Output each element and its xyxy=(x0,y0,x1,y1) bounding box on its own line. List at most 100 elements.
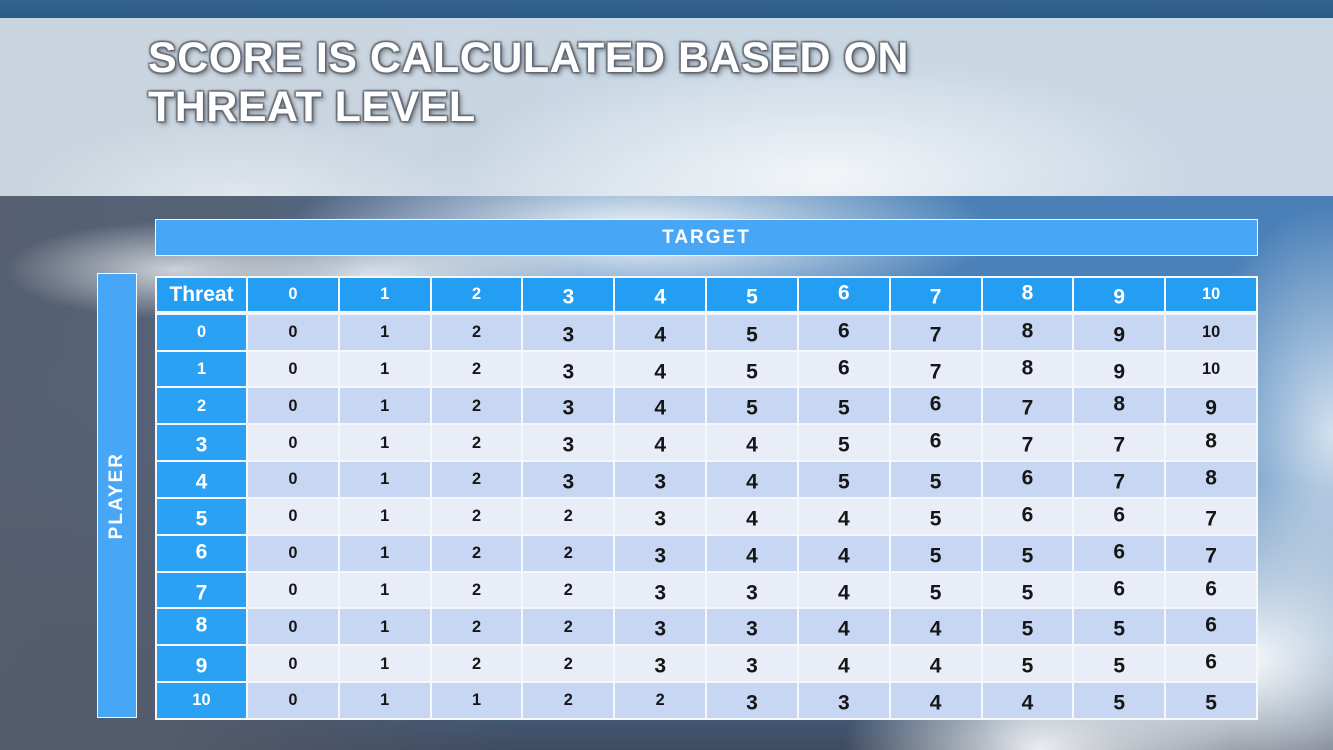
score-cell: 6 xyxy=(890,425,981,461)
score-cell: 7 xyxy=(1166,498,1256,534)
score-cell: 6 xyxy=(1166,646,1256,682)
score-cell: 4 xyxy=(615,351,706,387)
score-cell: 1 xyxy=(339,535,430,571)
score-cell: 8 xyxy=(982,314,1073,350)
score-cell: 0 xyxy=(248,425,338,461)
row-header-cell: 0 xyxy=(157,314,246,350)
score-cell: 0 xyxy=(248,314,338,350)
score-cell: 4 xyxy=(982,683,1073,718)
row-header-cell: 5 xyxy=(157,498,246,534)
score-cell: 2 xyxy=(523,572,614,608)
row-header-cell: 3 xyxy=(157,425,246,461)
score-cell: 3 xyxy=(707,572,797,608)
score-cell: 5 xyxy=(890,535,981,571)
target-axis-label: TARGET xyxy=(662,226,751,248)
row-header-cell: 9 xyxy=(157,646,246,682)
score-cell: 4 xyxy=(798,572,889,608)
score-cell: 2 xyxy=(523,535,614,571)
row-header-cell: 7 xyxy=(157,572,246,608)
column-header-cell: 0 xyxy=(248,278,338,313)
score-cell: 0 xyxy=(248,388,338,424)
score-cell: 1 xyxy=(339,388,430,424)
score-cell: 4 xyxy=(615,425,706,461)
score-cell: 4 xyxy=(707,498,797,534)
score-cell: 7 xyxy=(1074,425,1165,461)
row-header-cell: 1 xyxy=(157,351,246,387)
score-cell: 3 xyxy=(615,609,706,645)
score-cell: 5 xyxy=(890,462,981,497)
score-cell: 6 xyxy=(982,498,1073,534)
score-cell: 9 xyxy=(1074,314,1165,350)
score-cell: 5 xyxy=(890,498,981,534)
column-header-cell: 3 xyxy=(523,278,614,313)
column-header-cell: 5 xyxy=(707,278,797,313)
score-cell: 3 xyxy=(707,646,797,682)
target-axis-bar: TARGET xyxy=(155,219,1258,256)
score-cell: 5 xyxy=(1074,646,1165,682)
score-cell: 1 xyxy=(339,646,430,682)
score-cell: 1 xyxy=(339,572,430,608)
score-cell: 1 xyxy=(339,498,430,534)
score-cell: 6 xyxy=(1074,535,1165,571)
score-cell: 5 xyxy=(982,646,1073,682)
score-cell: 4 xyxy=(890,609,981,645)
score-cell: 5 xyxy=(982,609,1073,645)
score-cell: 3 xyxy=(523,388,614,424)
score-cell: 5 xyxy=(798,425,889,461)
score-cell: 4 xyxy=(615,314,706,350)
slide-title-line1: SCORE IS CALCULATED BASED ON xyxy=(148,34,909,82)
score-cell: 4 xyxy=(707,462,797,497)
score-matrix-table: Threat 0 1 2 3 4 5 6 7 8 9 1 0 0 0 1 2 3 4 5 6 7 8 9 1 0 1 0 1 2 3 4 5 6 7… xyxy=(155,276,1258,720)
score-cell: 8 xyxy=(982,351,1073,387)
score-cell: 6 xyxy=(798,314,889,350)
score-cell: 2 xyxy=(431,535,522,571)
score-cell: 5 xyxy=(1074,683,1165,718)
column-header-cell: 7 xyxy=(890,278,981,313)
score-cell: 4 xyxy=(890,646,981,682)
score-cell: 7 xyxy=(1166,535,1256,571)
score-cell: 9 xyxy=(1074,351,1165,387)
column-header-cell: 9 xyxy=(1074,278,1165,313)
column-header-cell: 8 xyxy=(982,278,1073,313)
score-cell: 2 xyxy=(431,498,522,534)
score-cell: 4 xyxy=(707,425,797,461)
score-cell: 7 xyxy=(890,351,981,387)
score-cell: 0 xyxy=(248,462,338,497)
score-cell: 0 xyxy=(248,683,338,718)
score-cell: 6 xyxy=(798,351,889,387)
score-cell: 1 xyxy=(339,314,430,350)
score-cell: 6 xyxy=(1166,572,1256,608)
score-cell: 2 xyxy=(431,388,522,424)
score-cell: 9 xyxy=(1166,388,1256,424)
score-cell: 1 xyxy=(339,683,430,718)
score-cell: 5 xyxy=(798,388,889,424)
score-cell: 3 xyxy=(798,683,889,718)
score-cell: 7 xyxy=(982,425,1073,461)
score-cell: 5 xyxy=(707,314,797,350)
score-cell: 3 xyxy=(523,351,614,387)
score-cell: 2 xyxy=(615,683,706,718)
slide-title-line2: THREAT LEVEL xyxy=(148,83,476,132)
player-axis-label: PLAYER xyxy=(106,451,127,540)
score-cell: 4 xyxy=(798,646,889,682)
score-cell: 0 xyxy=(248,535,338,571)
player-axis-bar: PLAYER xyxy=(97,273,137,718)
score-cell: 5 xyxy=(707,351,797,387)
score-cell: 4 xyxy=(707,535,797,571)
score-cell: 7 xyxy=(982,388,1073,424)
score-cell: 3 xyxy=(615,646,706,682)
title-band xyxy=(0,18,1333,196)
score-cell: 8 xyxy=(1166,462,1256,497)
score-cell: 2 xyxy=(523,683,614,718)
corner-header-cell: Threat xyxy=(157,278,246,313)
score-cell: 5 xyxy=(982,535,1073,571)
score-cell: 8 xyxy=(1166,425,1256,461)
score-cell: 2 xyxy=(523,609,614,645)
score-cell: 4 xyxy=(798,498,889,534)
score-cell: 4 xyxy=(798,609,889,645)
